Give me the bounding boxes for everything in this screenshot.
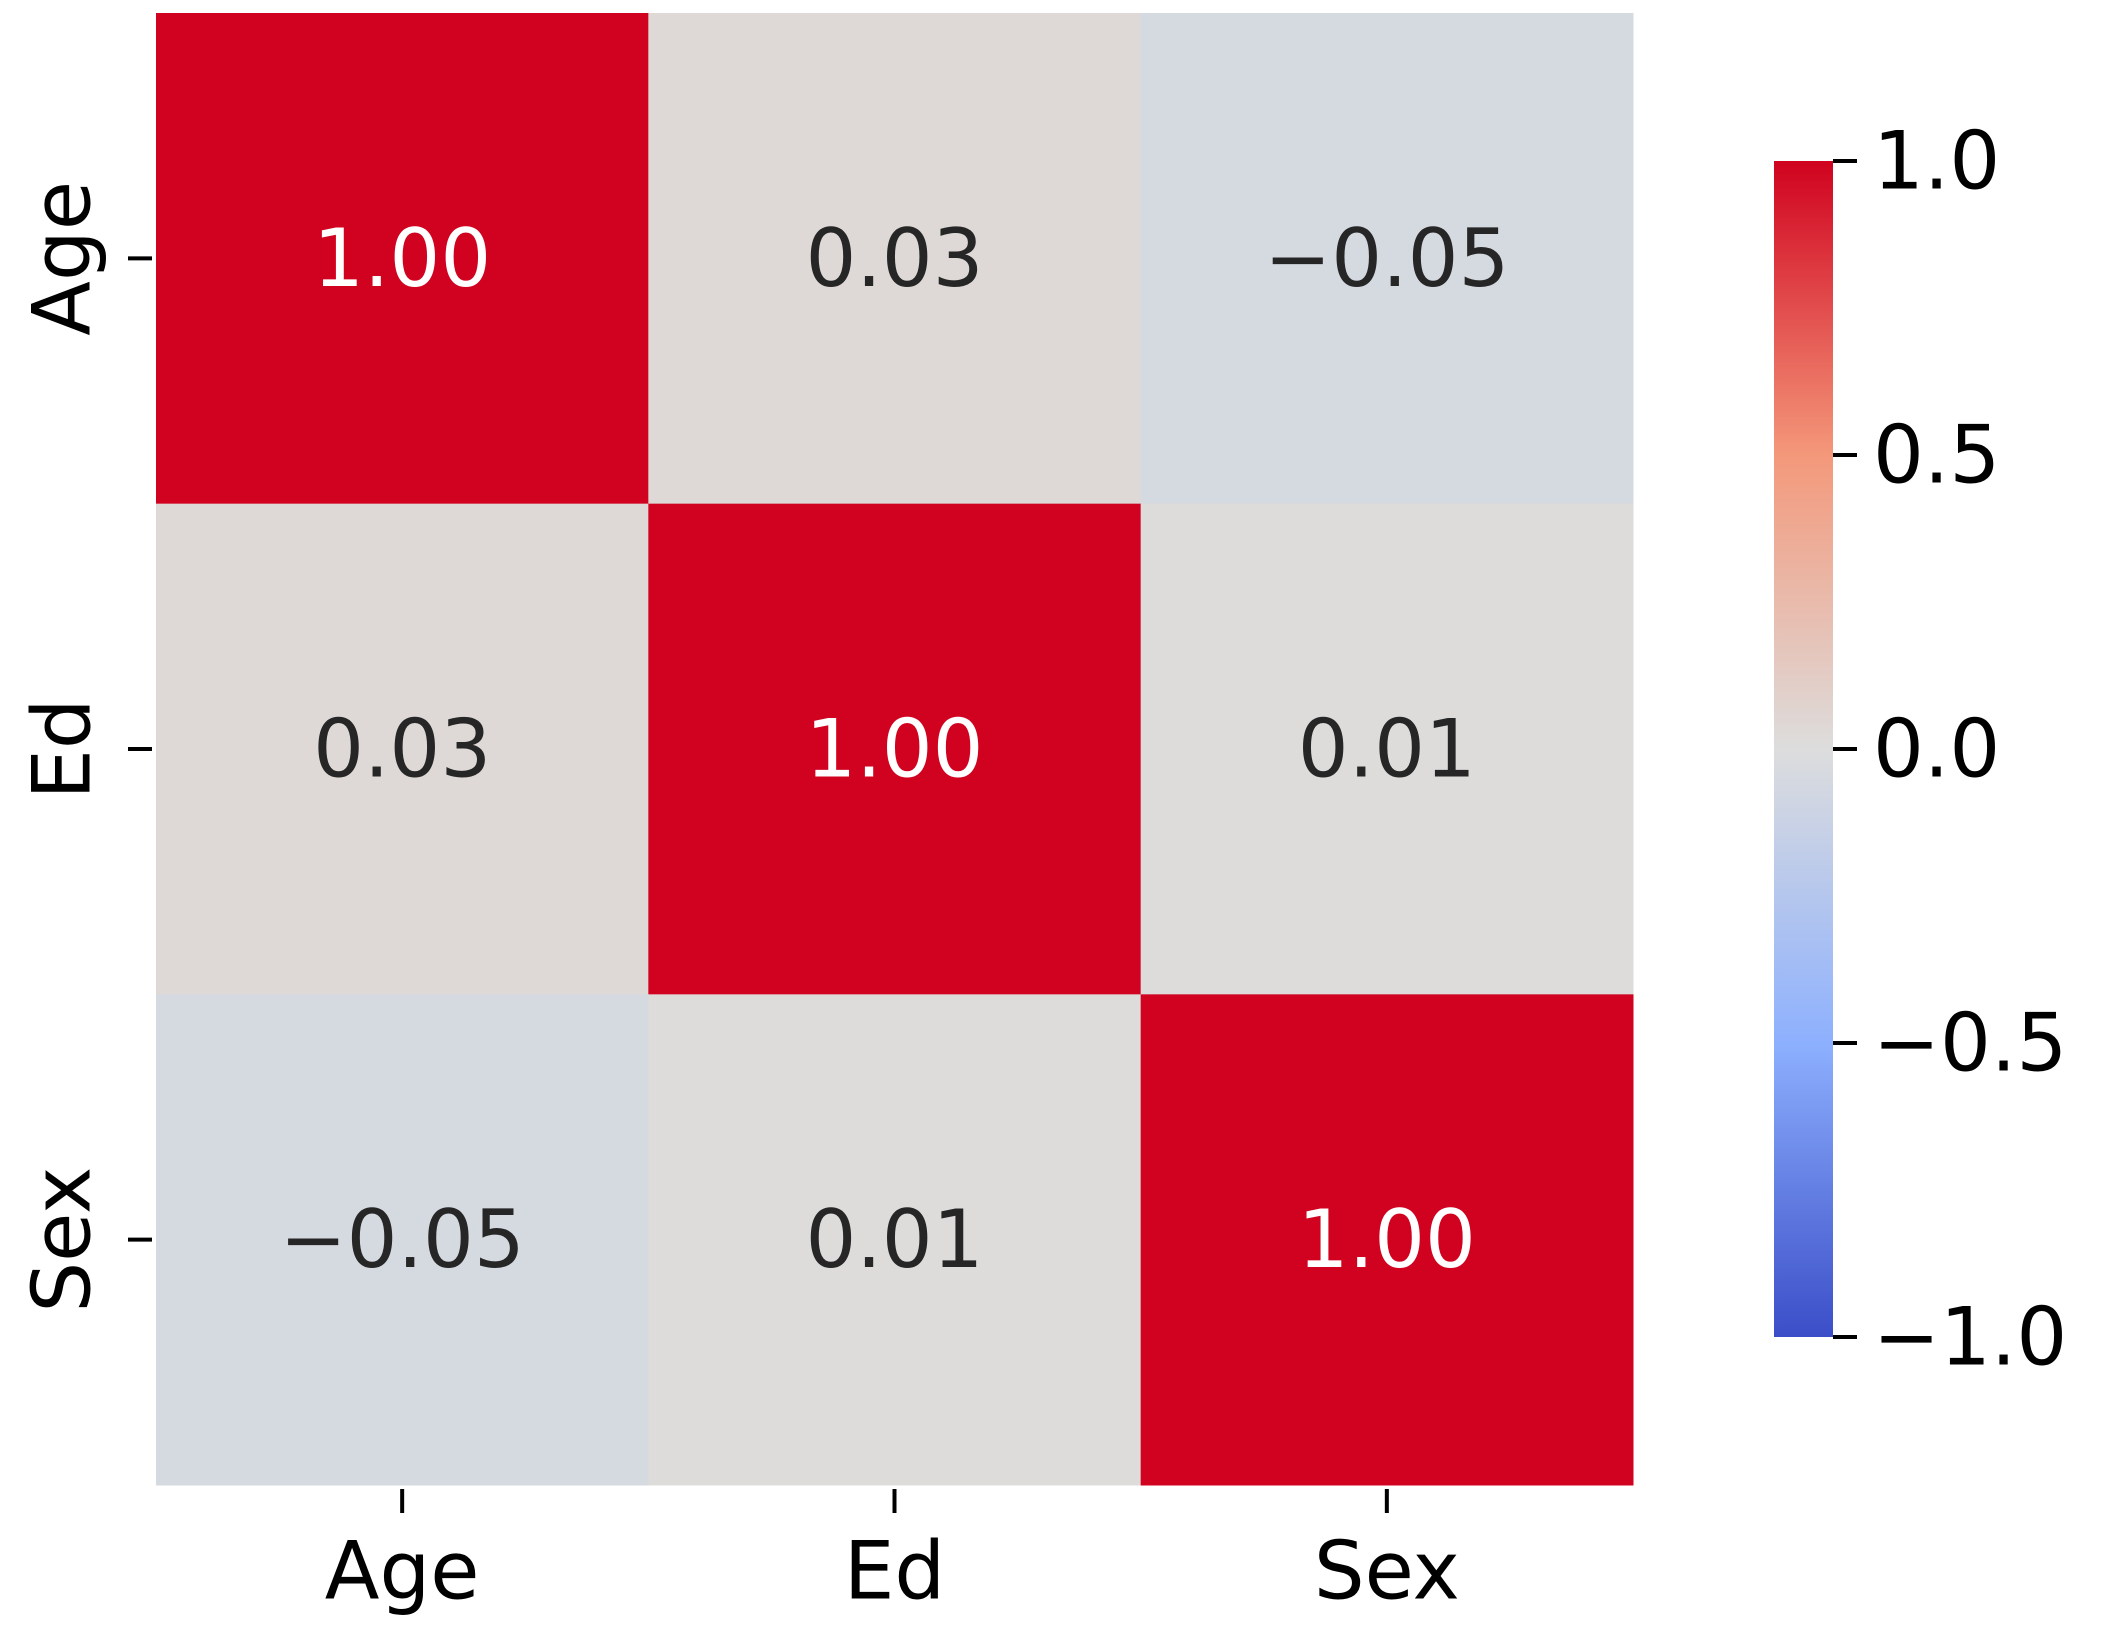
cell-label: 0.03 — [805, 212, 983, 305]
colorbar-tick-label: 1.0 — [1873, 115, 2000, 208]
heatmap-cell — [156, 994, 649, 1486]
colorbar — [1774, 161, 1833, 1337]
x-tick-label: Ed — [844, 1525, 945, 1618]
heatmap-cell — [648, 503, 1142, 995]
cell-label: 1.00 — [1298, 1193, 1476, 1286]
heatmap-cell — [156, 13, 649, 505]
colorbar-tick-label: 0.0 — [1873, 703, 2000, 796]
cell-label: 0.03 — [313, 703, 491, 796]
x-tick-label: Sex — [1314, 1525, 1460, 1618]
y-tick-label: Sex — [16, 1167, 109, 1313]
cell-label: 1.00 — [805, 703, 983, 796]
heatmap-cell — [648, 13, 1142, 505]
x-tick-label: Age — [325, 1525, 480, 1618]
heatmap-cell — [1140, 994, 1634, 1486]
y-tick-label: Age — [16, 181, 109, 336]
cell-label: −0.05 — [280, 1193, 525, 1286]
colorbar-tick-label: −0.5 — [1873, 997, 2067, 1090]
heatmap-cell — [648, 994, 1142, 1486]
y-tick-label: Ed — [16, 698, 109, 799]
cell-label: −0.05 — [1264, 212, 1509, 305]
colorbar-tick-label: 0.5 — [1873, 409, 2000, 502]
cell-label: 0.01 — [1298, 703, 1476, 796]
cell-label: 0.01 — [805, 1193, 983, 1286]
heatmap-cell — [1140, 13, 1634, 505]
colorbar-tick-label: −1.0 — [1873, 1291, 2067, 1384]
heatmap-cell — [156, 503, 649, 995]
heatmap-cell — [1140, 503, 1634, 995]
cell-label: 1.00 — [313, 212, 491, 305]
